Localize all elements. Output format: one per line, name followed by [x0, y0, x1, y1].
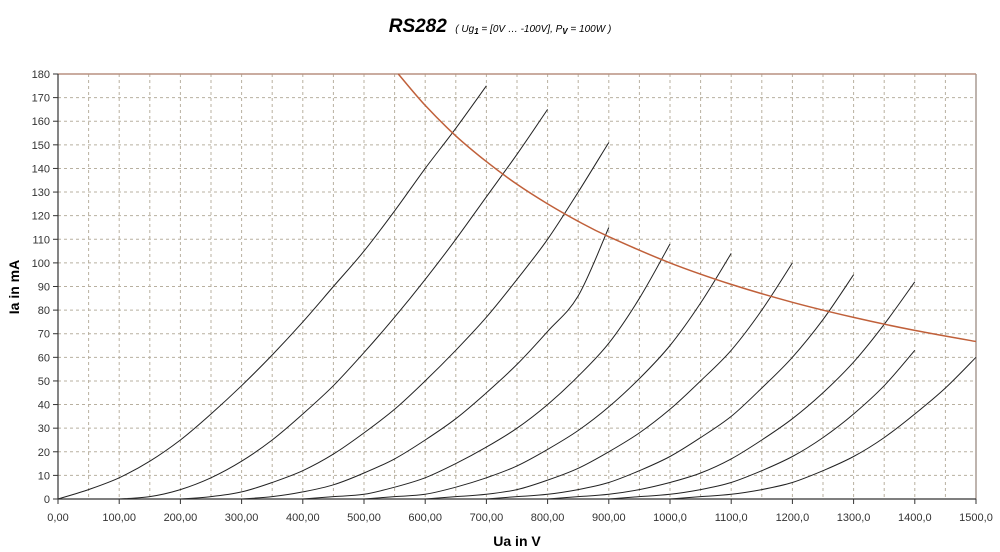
x-tick-label: 1000,0 [653, 512, 687, 524]
y-tick-label: 180 [32, 69, 50, 81]
y-tick-label: 100 [32, 258, 50, 270]
x-tick-label: 600,00 [408, 512, 442, 524]
x-tick-label: 1400,0 [898, 512, 932, 524]
y-tick-label: 0 [44, 494, 50, 506]
grid-lines [58, 73, 977, 499]
chart-title: RS282 ( Ug1 = [0V … -100V], PV = 100W ) [0, 16, 1000, 38]
subtitle-pv-index: V [562, 27, 568, 36]
y-tick-label: 130 [32, 187, 50, 199]
chart-subtitle: ( Ug1 = [0V … -100V], PV = 100W ) [455, 24, 612, 36]
subtitle-prefix: ( Ug [455, 24, 475, 35]
anode-curve [669, 356, 977, 500]
y-tick-label: 140 [32, 163, 50, 175]
y-tick-label: 170 [32, 93, 50, 105]
tick-labels: 0 10 20 30 40 50 60 70 80 90 100 110 120 130 140 150 160… [32, 69, 993, 524]
y-tick-label: 10 [38, 470, 50, 482]
x-tick-label: 1300,0 [837, 512, 871, 524]
x-tick-label: 700,00 [470, 512, 504, 524]
x-tick-label: 500,00 [347, 512, 381, 524]
y-tick-label: 150 [32, 140, 50, 152]
subtitle-suffix: = 100W ) [567, 24, 612, 35]
power-limit-curve [397, 73, 977, 343]
y-tick-label: 90 [38, 282, 50, 294]
subtitle-middle: = [0V … -100V], P [478, 24, 563, 35]
anode-curve [425, 262, 793, 500]
anode-curve [119, 109, 549, 500]
anode-curve [57, 85, 487, 500]
anode-curve [302, 243, 671, 500]
anode-curve [608, 349, 916, 500]
anode-curves [57, 73, 977, 500]
y-tick-label: 80 [38, 305, 50, 317]
y-tick-label: 110 [32, 234, 50, 246]
x-tick-label: 1100,0 [715, 512, 748, 524]
y-tick-label: 50 [38, 376, 50, 388]
x-tick-label: 200,00 [164, 512, 198, 524]
y-tick-label: 120 [32, 211, 50, 223]
y-tick-label: 70 [38, 329, 50, 341]
x-tick-label: 900,00 [592, 512, 626, 524]
chart-title-main: RS282 [388, 16, 447, 37]
x-tick-label: 400,00 [286, 512, 320, 524]
x-tick-label: 800,00 [531, 512, 565, 524]
x-tick-label: 1500,0 [959, 512, 993, 524]
anode-curve [486, 274, 855, 500]
x-tick-label: 1200,0 [776, 512, 810, 524]
anode-curve [241, 227, 610, 500]
x-tick-label: 300,00 [225, 512, 259, 524]
x-tick-label: 100,00 [102, 512, 136, 524]
anode-curve [180, 142, 610, 500]
y-tick-label: 20 [38, 447, 50, 459]
anode-curve [547, 281, 916, 500]
y-tick-label: 60 [38, 352, 50, 364]
y-tick-label: 40 [38, 400, 50, 412]
y-tick-label: 30 [38, 423, 50, 435]
anode-curve [363, 253, 732, 500]
x-tick-label: 0,00 [47, 512, 68, 524]
subtitle-ug-index: 1 [474, 27, 479, 36]
y-axis-title: Ia in mA [6, 260, 22, 314]
x-axis-title: Ua in V [493, 533, 541, 549]
y-tick-label: 160 [32, 116, 50, 128]
axes [53, 73, 977, 504]
